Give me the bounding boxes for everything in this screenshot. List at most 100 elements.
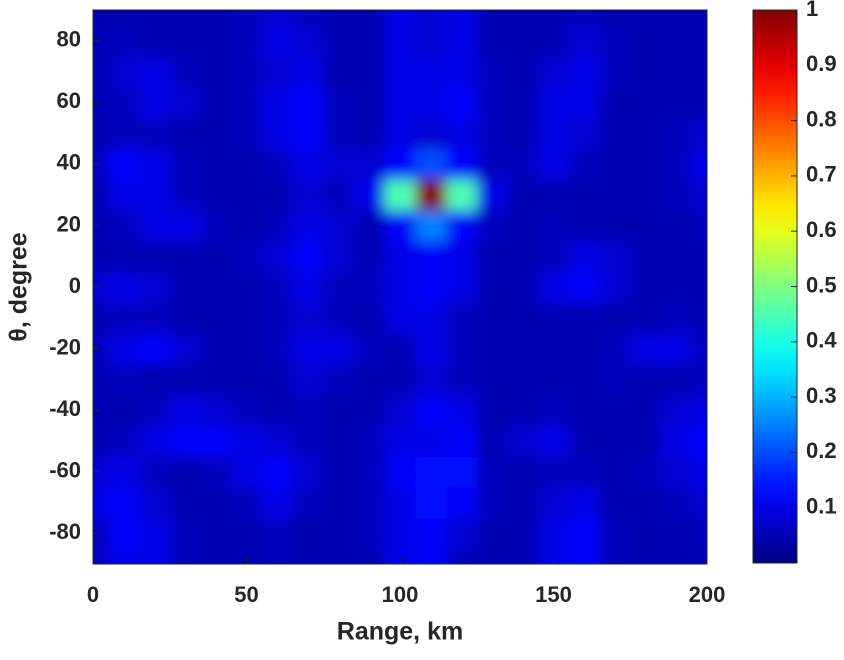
heatmap-cell [108,425,140,457]
heatmap-cell [200,148,232,180]
heatmap-cell [200,25,232,57]
heatmap-cell [599,179,631,211]
heatmap-cell [446,179,478,211]
heatmap-cell [292,210,324,242]
heatmap-cell [384,487,416,519]
heatmap-cell [93,302,109,334]
heatmap-cell [169,10,201,26]
heatmap-cell [507,10,539,26]
heatmap-cell [292,271,324,303]
colorbar-tick-label: 0.8 [806,106,837,131]
heatmap-cell [169,487,201,519]
heatmap-cell [660,86,693,119]
heatmap-cell [691,148,707,180]
heatmap-cell [415,56,447,88]
heatmap-cell [476,179,508,211]
colorbar-tick-label: 1 [806,0,818,21]
heatmap-cell [292,363,324,396]
heatmap-cell [353,25,386,57]
heatmap-cell [568,271,601,303]
heatmap-cell [630,271,662,303]
heatmap-cell [139,210,171,242]
heatmap-cell [415,148,447,180]
heatmap-cell [353,271,386,303]
heatmap-cell [200,548,232,564]
heatmap-cell [507,487,539,519]
heatmap-cell [660,394,693,426]
heatmap-cell [568,363,601,396]
heatmap-cell [446,148,478,180]
heatmap-cell [93,363,109,396]
heatmap-cell [292,10,324,26]
heatmap-cell [292,425,324,457]
heatmap-cell [630,10,662,26]
heatmap-cell [108,456,140,488]
heatmap-cell [139,179,171,211]
heatmap-cell [261,456,294,488]
heatmap-cell [538,240,570,273]
y-tick-label: -40 [49,396,81,421]
heatmap-cell [507,271,539,303]
heatmap-cell [599,210,631,242]
heatmap-cell [691,487,707,519]
heatmap-cell [691,210,707,242]
heatmap-cell [691,56,707,88]
heatmap-cell [353,456,386,488]
x-axis-label: Range, km [337,618,463,646]
heatmap-cell [231,456,263,488]
heatmap-cell [139,25,171,57]
heatmap-cell [108,548,140,564]
heatmap-cell [169,240,201,273]
heatmap-cell [323,548,355,564]
heatmap-cell [323,302,355,334]
heatmap-cell [139,456,171,488]
heatmap-cell [169,117,201,149]
heatmap-cell [476,333,508,365]
heatmap-cell [93,179,109,211]
heatmap-cell [292,56,324,88]
heatmap-cell [384,148,416,180]
heatmap-cell [353,363,386,396]
heatmap-cell [415,548,447,564]
heatmap-cell [353,117,386,149]
heatmap-cell [261,117,294,149]
heatmap-cell [353,148,386,180]
heatmap-cell [538,394,570,426]
heatmap-cell [691,271,707,303]
heatmap-cell [446,548,478,564]
heatmap-cell [323,179,355,211]
heatmap-cell [139,333,171,365]
heatmap-cell [415,86,447,119]
heatmap-cell [476,210,508,242]
heatmap-cell [384,548,416,564]
heatmap-cell [660,210,693,242]
heatmap-cell [476,487,508,519]
heatmap-cell [384,179,416,211]
heatmap-cell [323,86,355,119]
heatmap-cell [630,302,662,334]
heatmap-cell [630,548,662,564]
heatmap-cell [200,487,232,519]
heatmap-cell [630,487,662,519]
heatmap-cell [200,363,232,396]
heatmap-cell [538,117,570,149]
heatmap-cell [599,333,631,365]
heatmap-cell [476,148,508,180]
heatmap-cell [323,10,355,26]
heatmap-cell [353,210,386,242]
heatmap-cell [538,271,570,303]
heatmap-cell [108,240,140,273]
heatmap-cell [538,517,570,550]
heatmap-cell [599,517,631,550]
heatmap-cell [261,394,294,426]
heatmap-cell [446,302,478,334]
colorbar-tick-label: 0.4 [806,328,837,353]
heatmap-cell [507,25,539,57]
heatmap-cell [660,425,693,457]
heatmap-cell [323,240,355,273]
heatmap-cell [261,86,294,119]
heatmap-cell [93,10,109,26]
y-axis-label: θ, degree [5,232,33,341]
heatmap-cell [384,271,416,303]
heatmap-cell [108,487,140,519]
